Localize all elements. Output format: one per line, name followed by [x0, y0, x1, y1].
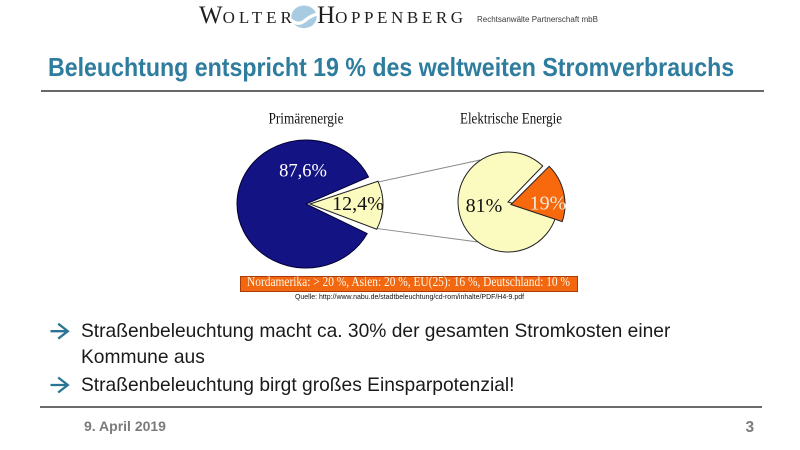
svg-text:Primärenergie: Primärenergie [269, 111, 344, 128]
svg-text:87,6%: 87,6% [279, 162, 327, 182]
svg-text:81%: 81% [466, 195, 503, 217]
svg-text:12,4%: 12,4% [332, 193, 384, 215]
svg-text:Elektrische Energie: Elektrische Energie [460, 111, 562, 128]
svg-text:19%: 19% [530, 193, 567, 215]
